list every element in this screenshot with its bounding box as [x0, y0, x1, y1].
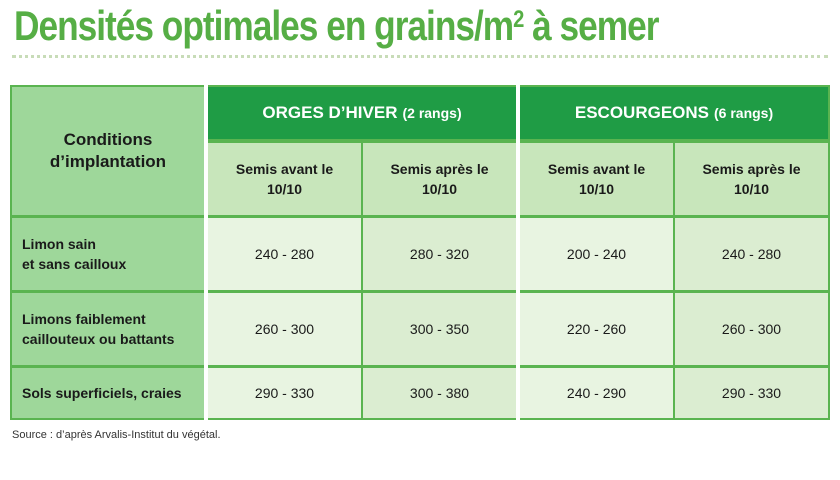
- row-label-line2: et sans cailloux: [22, 256, 127, 272]
- table-cell: 220 - 260: [520, 293, 673, 365]
- subheader-line1: Semis avant le: [235, 161, 334, 177]
- row-label-line2: caillouteux ou battants: [22, 331, 175, 347]
- subheader-line2: 10/10: [421, 181, 458, 197]
- table-cell: 300 - 380: [363, 368, 516, 418]
- source-note: Source : d’après Arvalis-Institut du vég…: [12, 429, 221, 441]
- subheader-line2: 10/10: [266, 181, 303, 197]
- table-cell: 260 - 300: [675, 293, 828, 365]
- page-title: Densités optimales en grains/m2 à semer: [14, 2, 659, 50]
- subheader-line2: 10/10: [578, 181, 615, 197]
- table-cell: 300 - 350: [363, 293, 516, 365]
- subheader-orges-avant: Semis avant le 10/10: [208, 143, 361, 215]
- title-text: Densités optimales en grains/m: [14, 2, 514, 49]
- table-cell: 240 - 290: [520, 368, 673, 418]
- group-detail: (6 rangs): [714, 105, 774, 121]
- table-cell: 240 - 280: [675, 218, 828, 290]
- table-cell: 280 - 320: [363, 218, 516, 290]
- subheader-escourgeons-avant: Semis avant le 10/10: [520, 143, 673, 215]
- density-table: Conditions d’implantation ORGES D’HIVER(…: [10, 85, 830, 420]
- conditions-header-line1: Conditions: [63, 130, 153, 149]
- subheader-line1: Semis après le: [390, 161, 489, 177]
- column-separator: [516, 85, 520, 420]
- conditions-header: Conditions d’implantation: [12, 87, 204, 215]
- row-label-line1: Limon sain: [22, 236, 96, 252]
- group-header-escourgeons: ESCOURGEONS (6 rangs): [520, 87, 828, 139]
- subheader-orges-apres: Semis après le 10/10: [363, 143, 516, 215]
- subheader-line2: 10/10: [733, 181, 770, 197]
- row-label-line1: Limons faiblement: [22, 311, 146, 327]
- subheader-line1: Semis avant le: [547, 161, 646, 177]
- row-label-limons-faiblement: Limons faiblement caillouteux ou battants: [12, 293, 204, 365]
- group-detail: (2 rangs): [402, 105, 462, 121]
- row-label-line1: Sols superficiels, craies: [22, 385, 182, 401]
- title-superscript: 2: [513, 6, 524, 33]
- group-name: ESCOURGEONS: [574, 103, 709, 122]
- table-cell: 200 - 240: [520, 218, 673, 290]
- subheader-escourgeons-apres: Semis après le 10/10: [675, 143, 828, 215]
- dotted-divider: [12, 55, 828, 58]
- group-name: ORGES D’HIVER: [262, 103, 398, 122]
- table-cell: 290 - 330: [675, 368, 828, 418]
- table-cell: 240 - 280: [208, 218, 361, 290]
- row-label-limon-sain: Limon sain et sans cailloux: [12, 218, 204, 290]
- column-separator: [204, 85, 208, 420]
- table-cell: 290 - 330: [208, 368, 361, 418]
- subheader-line1: Semis après le: [702, 161, 801, 177]
- row-label-sols-superficiels: Sols superficiels, craies: [12, 368, 204, 418]
- table-cell: 260 - 300: [208, 293, 361, 365]
- title-suffix: à semer: [523, 2, 659, 49]
- conditions-header-line2: d’implantation: [49, 152, 167, 171]
- group-header-orges: ORGES D’HIVER (2 rangs): [208, 87, 516, 139]
